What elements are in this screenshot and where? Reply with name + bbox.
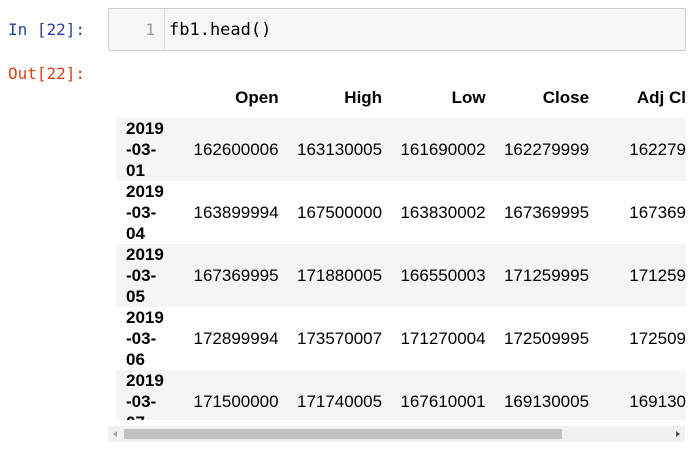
- table-row: 2019-03-06 172899994 173570007 171270004 172…: [116, 307, 686, 370]
- scroll-left[interactable]: [113, 431, 117, 437]
- row-index: 2019-03-06: [126, 308, 164, 369]
- column-header: Low: [451, 88, 486, 107]
- dataframe: Open High Low Close Adj Cl 2019-03-01 16260000…: [116, 78, 686, 420]
- code[interactable]: fb1.head(): [169, 20, 272, 40]
- column-header: High: [344, 88, 383, 107]
- table-cell: 167369995: [503, 202, 590, 222]
- table-cell: 162279999: [503, 139, 590, 159]
- column-header: Adj Cl: [636, 88, 686, 107]
- table-cell: 162279: [629, 139, 686, 159]
- row-index: 2019-03-07: [126, 371, 164, 420]
- table-cell: 171270004: [400, 328, 486, 348]
- index-header: [116, 78, 175, 118]
- row-index: 2019-03-05: [126, 245, 164, 306]
- input-prompt: In [22]:: [8, 20, 86, 39]
- table-cell: 163899994: [193, 202, 279, 222]
- table-cell: 172509995: [503, 328, 590, 348]
- row-index: 2019-03-04: [126, 182, 164, 243]
- output-area: Open High Low Close Adj Cl 2019-03-01 16260000…: [108, 78, 686, 420]
- table-cell: 171259: [629, 265, 686, 285]
- column-header: Open: [235, 88, 279, 107]
- table-cell: 167500000: [296, 202, 383, 222]
- scroll-arrows: [113, 431, 680, 437]
- code-cell[interactable]: 1 fb1.head(): [108, 8, 686, 51]
- table-cell: 161690002: [400, 139, 486, 159]
- table-cell: 169130: [629, 391, 686, 411]
- scroll-thumb[interactable]: [124, 429, 562, 439]
- table-row: 2019-03-04 163899994 167500000 163830002 167…: [116, 181, 686, 244]
- table-cell: 163830002: [400, 202, 486, 222]
- scrollbar[interactable]: [108, 426, 685, 442]
- table-cell: 172509: [629, 328, 686, 348]
- scroll-right[interactable]: [676, 431, 680, 437]
- table-row: 2019-03-05 167369995 171880005 166550003 171…: [116, 244, 686, 307]
- table-cell: 167369995: [193, 265, 279, 285]
- table-cell: 172899994: [193, 328, 279, 348]
- output-prompt: Out[22]:: [8, 64, 86, 83]
- table-cell: 171259995: [503, 265, 590, 285]
- table-cell: 171500000: [193, 391, 279, 411]
- gutter: [164, 9, 165, 50]
- table-row: 2019-03-07 171500000 171740005 167610001 169…: [116, 370, 686, 420]
- header-row: Open High Low Close Adj Cl: [116, 78, 686, 118]
- table-cell: 167369: [629, 202, 686, 222]
- table-row: 2019-03-01 162600006 163130005 161690002 162…: [116, 118, 686, 181]
- table-cell: 173570007: [296, 328, 383, 348]
- table-cell: 169130005: [503, 391, 590, 411]
- column-header: Close: [542, 88, 590, 107]
- table-cell: 163130005: [296, 139, 383, 159]
- table-cell: 162600006: [193, 139, 279, 159]
- row-index: 2019-03-01: [126, 119, 164, 180]
- table-cell: 166550003: [400, 265, 486, 285]
- table-cell: 167610001: [400, 391, 486, 411]
- line-number: 1: [145, 20, 155, 39]
- table-cell: 171880005: [296, 265, 383, 285]
- table-cell: 171740005: [296, 391, 383, 411]
